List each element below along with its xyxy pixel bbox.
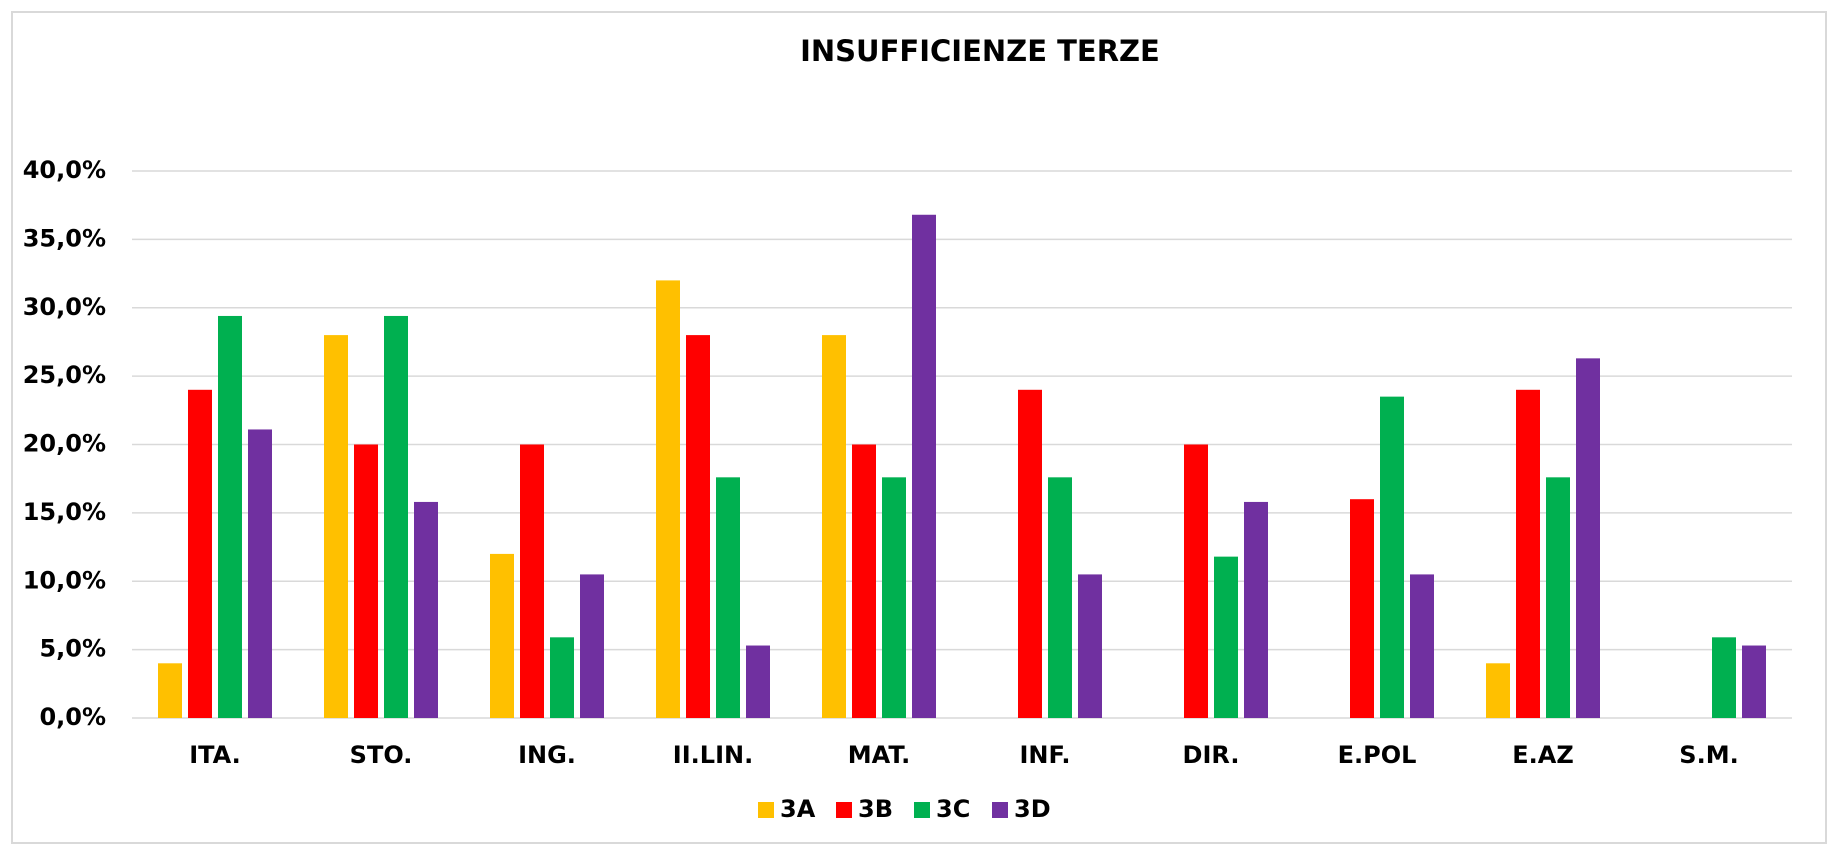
bar	[324, 335, 348, 718]
bar	[1742, 645, 1766, 718]
bar	[188, 389, 212, 718]
bar	[912, 214, 936, 718]
bar	[1244, 501, 1268, 718]
bar	[384, 315, 408, 718]
bar	[580, 574, 604, 718]
x-tick-label: STO.	[350, 741, 413, 769]
bar	[1048, 477, 1072, 718]
chart-title: INSUFFICIENZE TERZE	[800, 34, 1160, 68]
bar	[1712, 637, 1736, 718]
legend-swatch	[914, 802, 930, 818]
bar	[550, 637, 574, 718]
y-tick-label: 20,0%	[23, 430, 106, 458]
x-tick-label: DIR.	[1183, 741, 1240, 769]
x-tick-label: MAT.	[848, 741, 910, 769]
bar	[1350, 499, 1374, 718]
bar	[746, 645, 770, 718]
y-tick-label: 10,0%	[23, 566, 106, 594]
bar	[1184, 444, 1208, 718]
legend-swatch	[992, 802, 1008, 818]
legend-label: 3C	[936, 795, 970, 823]
y-tick-label: 30,0%	[23, 293, 106, 321]
y-tick-label: 40,0%	[23, 156, 106, 184]
x-tick-label: E.AZ	[1512, 741, 1574, 769]
bar	[1576, 358, 1600, 718]
bar	[1380, 396, 1404, 718]
bar	[1546, 477, 1570, 718]
y-tick-label: 15,0%	[23, 498, 106, 526]
x-tick-label: II.LIN.	[673, 741, 753, 769]
y-tick-label: 0,0%	[39, 703, 106, 731]
legend-label: 3D	[1014, 795, 1051, 823]
bar	[1214, 556, 1238, 718]
bar	[520, 444, 544, 718]
legend-swatch	[836, 802, 852, 818]
legend-label: 3B	[858, 795, 893, 823]
bar	[882, 477, 906, 718]
bar	[414, 501, 438, 718]
x-tick-label: ITA.	[189, 741, 241, 769]
x-tick-label: ING.	[518, 741, 576, 769]
bar	[656, 280, 680, 718]
bar	[218, 315, 242, 718]
bar	[852, 444, 876, 718]
x-tick-label: INF.	[1020, 741, 1071, 769]
x-tick-label: S.M.	[1679, 741, 1738, 769]
bar	[248, 429, 272, 718]
x-tick-label: E.POL	[1338, 741, 1417, 769]
bar	[686, 335, 710, 718]
y-tick-label: 25,0%	[23, 361, 106, 389]
bar	[490, 553, 514, 718]
y-tick-label: 35,0%	[23, 224, 106, 252]
bar	[354, 444, 378, 718]
bar	[158, 663, 182, 718]
bar	[1486, 663, 1510, 718]
bar	[716, 477, 740, 718]
bar	[822, 335, 846, 718]
legend-swatch	[758, 802, 774, 818]
y-tick-label: 5,0%	[39, 635, 106, 663]
bar	[1078, 574, 1102, 718]
legend-label: 3A	[780, 795, 816, 823]
bar	[1516, 389, 1540, 718]
bar	[1018, 389, 1042, 718]
bar	[1410, 574, 1434, 718]
